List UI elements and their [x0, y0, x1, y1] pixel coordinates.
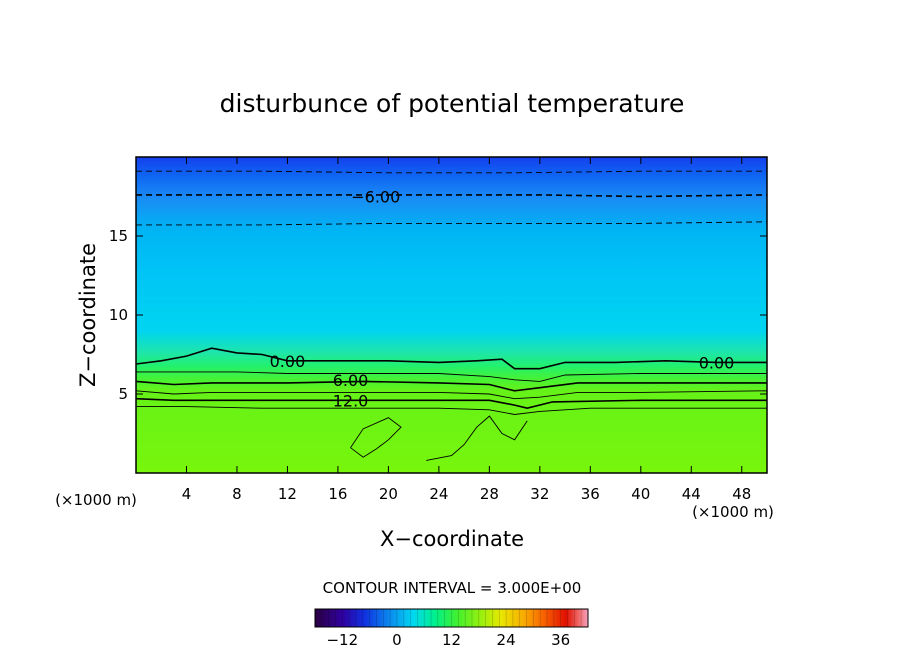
x-tick-label-2: 12 — [278, 485, 297, 503]
colorbar-segments — [314, 609, 589, 627]
contour-line-4 — [136, 371, 767, 382]
contour-line-1 — [136, 194, 767, 198]
x-ticks: 4 8 12 16 20 24 28 32 36 40 44 48 — [182, 157, 751, 503]
contour-label-4: 12.0 — [333, 391, 369, 410]
x-tick-label-7: 32 — [530, 485, 549, 503]
contour-line-2 — [136, 221, 767, 226]
y-tick-label-2: 15 — [109, 227, 128, 245]
x-tick-label-5: 24 — [429, 485, 448, 503]
chart-title: disturbunce of potential temperature — [220, 89, 685, 118]
contour-line-7 — [136, 397, 767, 410]
y-tick-label-0: 5 — [118, 385, 128, 403]
colorbar-ticks: −12 0 12 24 36 — [326, 631, 570, 649]
contour-label-0: −6.00 — [351, 188, 400, 207]
x-tick-label-6: 28 — [480, 485, 499, 503]
contour-label-3: 6.00 — [333, 371, 369, 390]
x-tick-label-11: 48 — [732, 485, 751, 503]
contour-line-6 — [136, 390, 767, 400]
colorbar-tick-label-3: 24 — [497, 631, 516, 649]
contour-field — [136, 157, 767, 473]
contour-label-2: 0.00 — [699, 353, 735, 372]
contour-lines — [136, 170, 767, 461]
x-unit-left: (×1000 m) — [55, 491, 137, 509]
x-tick-label-10: 44 — [682, 485, 701, 503]
contour-line-10 — [426, 415, 528, 461]
x-tick-label-3: 16 — [328, 485, 347, 503]
x-tick-label-9: 40 — [631, 485, 650, 503]
x-axis-label: X−coordinate — [380, 527, 524, 551]
contour-line-0 — [136, 170, 767, 174]
x-tick-label-0: 4 — [182, 485, 192, 503]
colorbar — [314, 608, 589, 628]
colorbar-tick-label-1: 0 — [392, 631, 402, 649]
x-unit-right: (×1000 m) — [692, 503, 774, 521]
colorbar-tick-label-0: −12 — [326, 631, 358, 649]
x-tick-label-4: 20 — [379, 485, 398, 503]
contour-line-9 — [350, 417, 402, 458]
x-tick-label-1: 8 — [232, 485, 242, 503]
contour-label-1: 0.00 — [270, 352, 306, 371]
colorbar-tick-label-4: 36 — [551, 631, 570, 649]
colorbar-tick-label-2: 12 — [442, 631, 461, 649]
y-axis-label: Z−coordinate — [76, 243, 100, 387]
contour-line-3 — [136, 347, 767, 370]
contour-line-5 — [136, 380, 767, 392]
x-tick-label-8: 36 — [581, 485, 600, 503]
contour-interval: CONTOUR INTERVAL = 3.000E+00 — [323, 579, 582, 597]
contour-line-8 — [136, 406, 767, 415]
y-tick-label-1: 10 — [109, 306, 128, 324]
y-ticks: 5 10 15 — [109, 227, 767, 403]
